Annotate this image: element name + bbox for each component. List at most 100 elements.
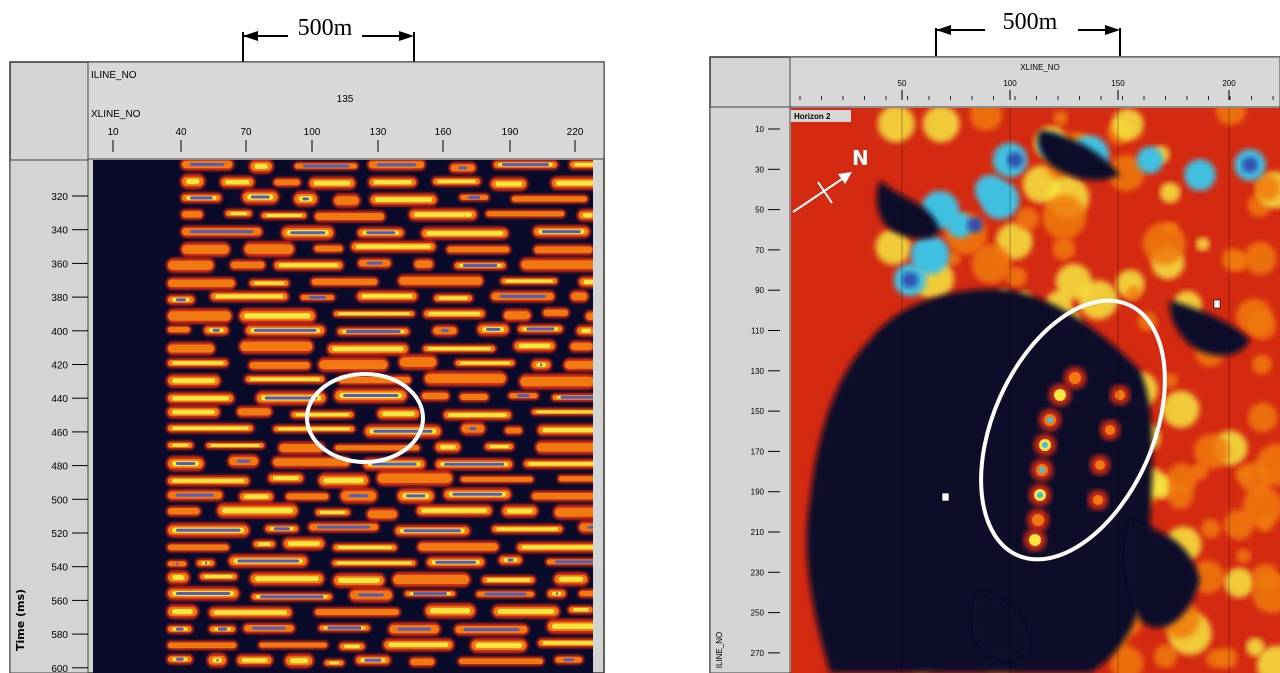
left-event-blue xyxy=(176,493,215,497)
left-event-orange xyxy=(534,246,593,254)
left-event-orange xyxy=(521,260,593,269)
left-event-yellow xyxy=(439,444,456,450)
right-texture-patch xyxy=(1159,182,1181,204)
left-event-orange xyxy=(279,444,324,452)
right-dark-region xyxy=(972,590,1030,659)
right-texture-patch xyxy=(1206,649,1226,669)
left-event-yellow xyxy=(558,576,584,582)
left-event-yellow xyxy=(225,179,250,185)
left-event-yellow xyxy=(495,181,523,187)
left-event-blue xyxy=(540,363,543,367)
left-event-blue xyxy=(176,592,231,596)
left-y-tick-label: 420 xyxy=(51,361,68,372)
left-event-blue xyxy=(252,626,286,630)
left-event-yellow xyxy=(172,378,216,384)
left-event-orange xyxy=(410,658,435,666)
left-event-blue xyxy=(541,230,581,234)
left-event-blue xyxy=(308,295,327,299)
left-event-blue xyxy=(371,462,417,466)
left-event-yellow xyxy=(505,279,554,283)
left-event-yellow xyxy=(186,178,200,185)
left-event-yellow xyxy=(313,180,351,186)
left-event-yellow xyxy=(172,396,230,401)
left-event-yellow xyxy=(213,610,288,615)
left-y-tick-label: 580 xyxy=(51,630,68,641)
left-event-blue xyxy=(441,329,449,333)
left-event-yellow xyxy=(229,211,248,216)
right-channel-core xyxy=(1032,514,1044,526)
left-event-yellow xyxy=(328,661,340,665)
left-event-blue xyxy=(452,492,503,496)
left-header xyxy=(87,61,605,160)
left-event-blue xyxy=(190,230,254,234)
left-event-orange xyxy=(259,642,327,648)
left-event-orange xyxy=(586,312,593,320)
left-event-blue xyxy=(260,595,324,599)
left-event-blue xyxy=(364,658,382,662)
right-texture-patch xyxy=(1053,110,1069,126)
left-event-yellow xyxy=(210,444,260,447)
left-event-yellow xyxy=(249,377,321,381)
right-texture-patch xyxy=(1215,108,1246,126)
left-event-blue xyxy=(237,459,250,463)
right-texture-patch xyxy=(1256,515,1273,532)
left-event-blue xyxy=(176,298,186,302)
left-event-blue xyxy=(366,231,396,235)
left-event-yellow xyxy=(172,574,185,581)
left-event-orange xyxy=(459,658,543,665)
left-event-orange xyxy=(168,642,237,649)
left-event-blue xyxy=(343,393,399,397)
left-event-yellow xyxy=(355,244,431,249)
left-event-orange xyxy=(182,211,203,218)
left-event-yellow xyxy=(254,281,285,285)
left-event-blue xyxy=(216,658,219,662)
left-event-blue xyxy=(406,494,426,498)
left-event-blue xyxy=(358,593,384,597)
right-xline-label: XLINE_NO xyxy=(1020,63,1060,72)
right-texture-patch xyxy=(1126,285,1142,301)
left-event-orange xyxy=(536,442,593,452)
left-event-yellow xyxy=(215,294,284,299)
left-event-blue xyxy=(458,166,468,170)
left-event-blue xyxy=(444,462,505,466)
left-event-blue xyxy=(302,197,309,201)
left-event-orange xyxy=(334,196,359,205)
left-event-blue xyxy=(345,329,401,333)
left-event-orange xyxy=(520,376,593,387)
left-event-yellow xyxy=(374,197,433,203)
left-event-blue xyxy=(190,162,225,166)
left-y-tick-label: 360 xyxy=(51,259,68,270)
right-texture-patch xyxy=(1109,646,1144,673)
left-event-yellow xyxy=(528,462,593,466)
left-event-yellow xyxy=(338,577,380,584)
left-iline-label: ILINE_NO xyxy=(91,70,137,81)
right-y-tick-label: 30 xyxy=(755,165,764,174)
left-event-orange xyxy=(311,278,378,285)
left-event-yellow xyxy=(428,311,481,316)
right-texture-patch xyxy=(1195,237,1210,252)
left-event-blue xyxy=(376,163,417,167)
left-x-tick-label: 70 xyxy=(240,127,252,138)
left-event-yellow xyxy=(221,507,294,514)
left-y-tick-label: 380 xyxy=(51,293,68,304)
right-y-tick-label: 190 xyxy=(751,488,765,497)
left-event-yellow xyxy=(427,347,491,351)
left-event-blue xyxy=(499,294,546,298)
left-event-yellow xyxy=(496,527,559,531)
left-event-yellow xyxy=(295,412,350,417)
right-texture-patch xyxy=(1194,433,1230,469)
right-x-ticks: 50 100 150 200 xyxy=(799,79,1274,100)
right-texture-patch xyxy=(1052,236,1076,260)
left-event-orange xyxy=(571,292,588,301)
right-texture-patch xyxy=(1042,195,1087,240)
left-event-yellow xyxy=(572,608,589,612)
left-event-blue xyxy=(587,525,593,529)
right-scale-bar: 500m xyxy=(935,9,1121,56)
left-event-blue xyxy=(176,528,241,532)
left-x-ticks: 10 40 70 100 130 160 190 220 xyxy=(107,127,584,152)
left-event-yellow xyxy=(272,476,299,481)
left-event-yellow xyxy=(518,343,551,349)
left-event-orange xyxy=(554,507,593,517)
right-x-tick-label: 150 xyxy=(1111,79,1125,88)
right-channel-core xyxy=(1029,534,1041,546)
